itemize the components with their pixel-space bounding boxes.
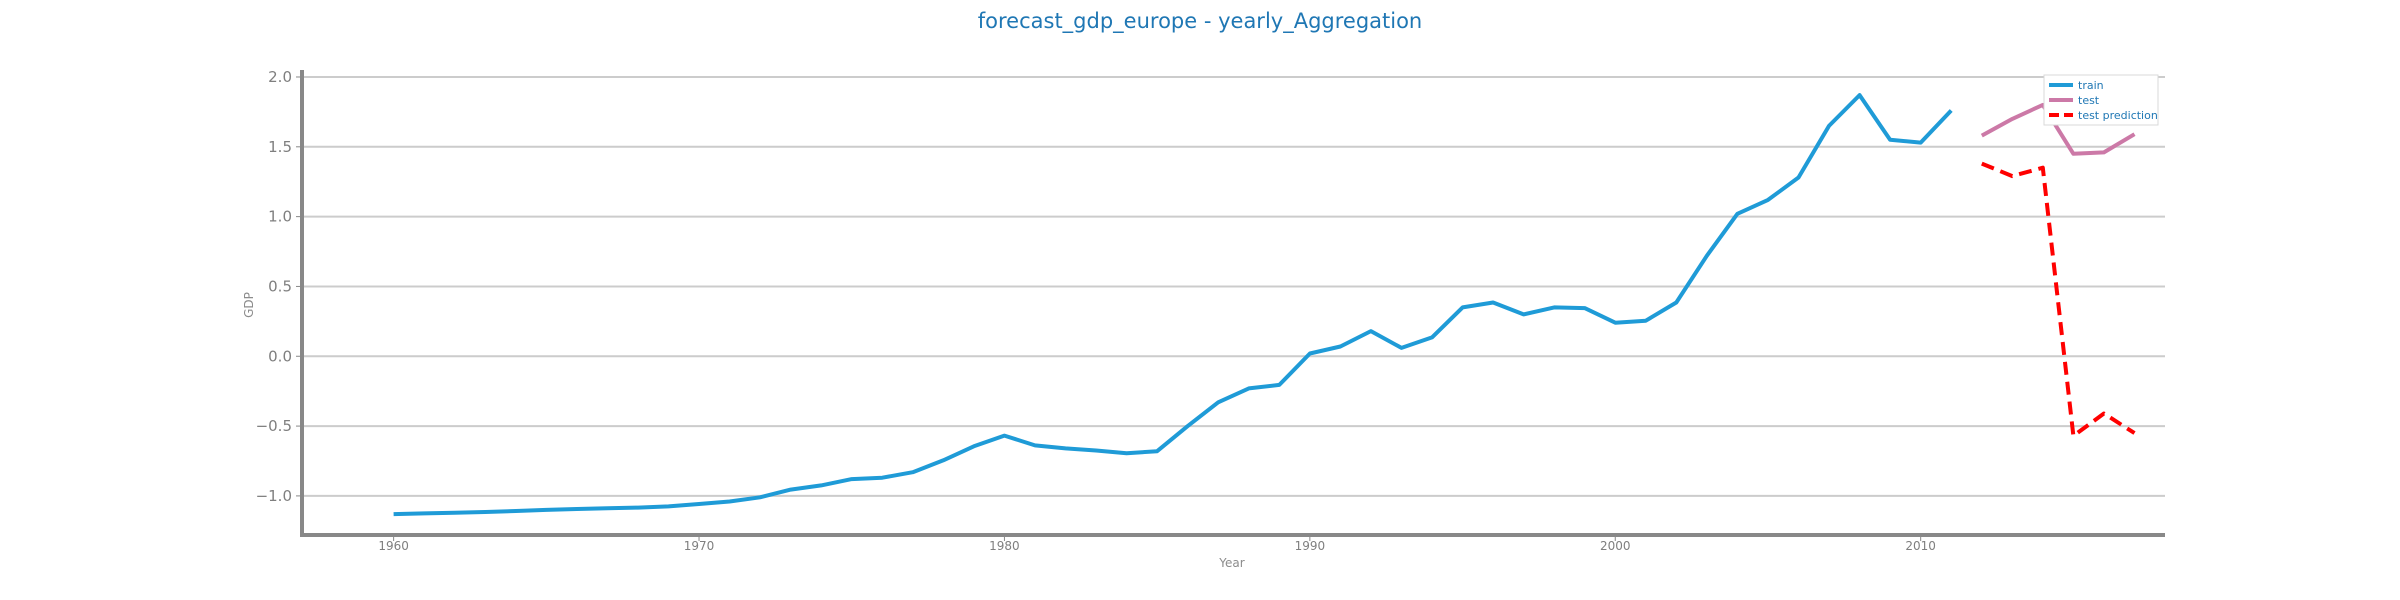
x-tick-label: 1990 [1295,539,1326,553]
gridlines [302,75,2165,497]
y-tick-label: 2.0 [268,68,292,86]
y-tick-label: 0.0 [268,347,292,365]
legend-label-test-prediction: test prediction [2078,109,2158,122]
y-tick-label: −0.5 [256,417,292,435]
axes [300,70,2165,537]
x-tick-label: 1970 [684,539,715,553]
y-tick-labels: −1.0 −0.5 0.0 0.5 1.0 1.5 2.0 [256,68,302,505]
series-line-test [1980,102,2136,156]
legend-label-train: train [2078,79,2104,92]
y-tick-label: 0.5 [268,277,292,295]
y-axis-label: GDP [242,292,256,318]
x-tick-label: 2000 [1600,539,1631,553]
x-tick-label: 2010 [1905,539,1936,553]
legend: train test test prediction [2043,74,2159,126]
series-line-train [393,93,1953,517]
chart-title: forecast_gdp_europe - yearly_Aggregation [978,9,1423,34]
y-tick-label: −1.0 [256,487,292,505]
x-tick-label: 1980 [989,539,1020,553]
x-axis-label: Year [1218,556,1244,570]
y-tick-label: 1.5 [268,138,292,156]
series-lines [393,93,2136,517]
x-tick-label: 1960 [378,539,409,553]
x-tick-labels: 1960 1970 1980 1990 2000 2010 [378,535,1936,553]
series-line-test-prediction [1981,161,2136,438]
y-tick-label: 1.0 [268,208,292,226]
legend-label-test: test [2078,94,2100,107]
